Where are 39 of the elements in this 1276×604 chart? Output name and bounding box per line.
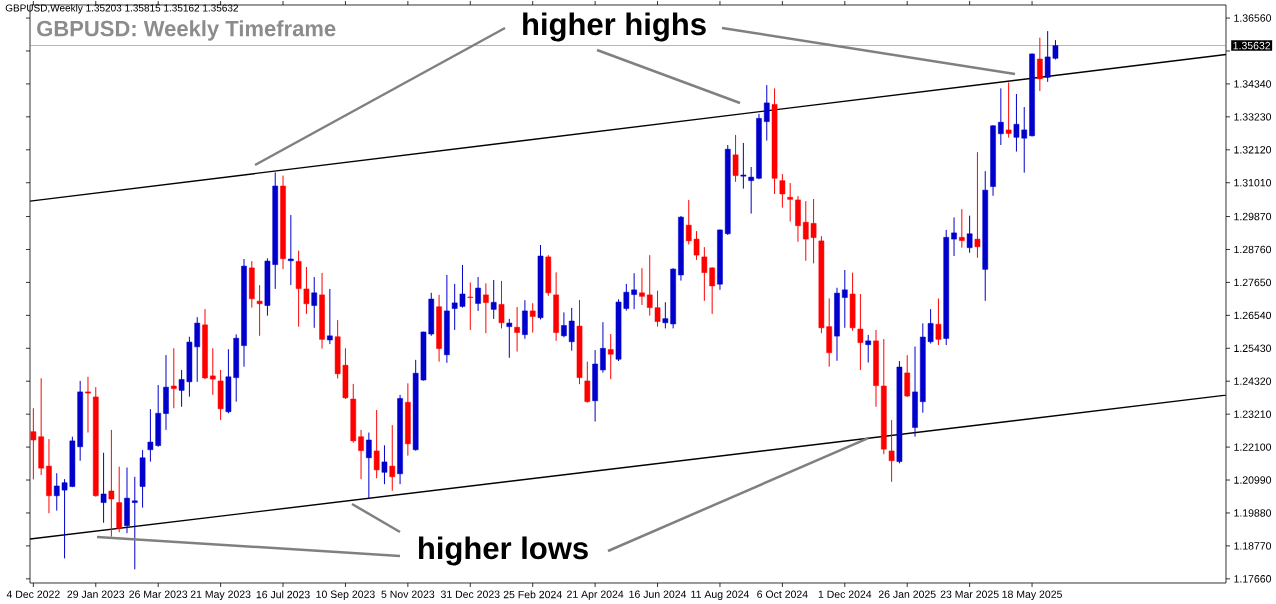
x-tick-label: 4 Dec 2022 — [6, 590, 60, 598]
x-tick-label: 16 Jul 2023 — [256, 590, 310, 599]
y-tick-label: 1.27650 — [1234, 278, 1272, 287]
y-tick-label: 1.36560 — [1234, 14, 1272, 22]
x-tick-label: 26 Jan 2025 — [878, 590, 936, 598]
ref-line-label: 1.35632 — [1233, 41, 1271, 50]
y-tick-label: 1.29870 — [1234, 212, 1272, 221]
y-tick-label: 1.32120 — [1234, 146, 1272, 154]
x-tick-label: 10 Sep 2023 — [316, 590, 375, 601]
x-tick-label: 23 Mar 2025 — [940, 590, 999, 598]
y-tick-label: 1.25430 — [1234, 344, 1272, 353]
x-tick-label: 31 Dec 2023 — [440, 590, 500, 598]
x-tick-label: 1 Dec 2024 — [818, 590, 872, 598]
x-tick-label: 25 Feb 2024 — [503, 590, 562, 599]
x-tick-label: 5 Nov 2023 — [381, 590, 435, 598]
y-tick-label: 1.19880 — [1234, 509, 1272, 517]
x-tick-label: 21 May 2023 — [190, 590, 251, 601]
x-tick-label: 21 Apr 2024 — [567, 590, 624, 601]
annotation: higher highs — [523, 12, 706, 42]
x-tick-label: 26 Mar 2023 — [129, 590, 188, 598]
y-tick-label: 1.28760 — [1234, 245, 1272, 254]
y-tick-label: 1.24320 — [1234, 377, 1272, 385]
x-tick-label: 16 Jun 2024 — [629, 590, 687, 598]
y-tick-label: 1.31010 — [1234, 179, 1272, 187]
text: GBPUSD: Weekly Timeframe — [37, 20, 336, 41]
y-tick-label: 1.20990 — [1234, 476, 1272, 484]
y-tick-label: 1.18770 — [1234, 542, 1272, 550]
y-tick-label: 1.33230 — [1234, 113, 1272, 121]
x-tick-label: 6 Oct 2024 — [757, 590, 808, 598]
y-tick-label: 1.26540 — [1234, 311, 1272, 320]
y-tick-label: 1.17660 — [1234, 575, 1272, 583]
y-tick-label: 1.22100 — [1234, 443, 1272, 451]
x-tick-label: 18 May 2025 — [1002, 590, 1062, 601]
y-tick-label: 1.34340 — [1234, 80, 1272, 88]
chart-subtitle: GBPUSD,Weekly 1.35203 1.35815 1.35162 1.35632 — [5, 4, 238, 14]
annotation: higher lows — [419, 536, 588, 566]
x-tick-label: 11 Aug 2024 — [691, 590, 750, 601]
y-tick-label: 1.23210 — [1234, 410, 1272, 418]
x-tick-label: 29 Jan 2023 — [67, 590, 125, 598]
